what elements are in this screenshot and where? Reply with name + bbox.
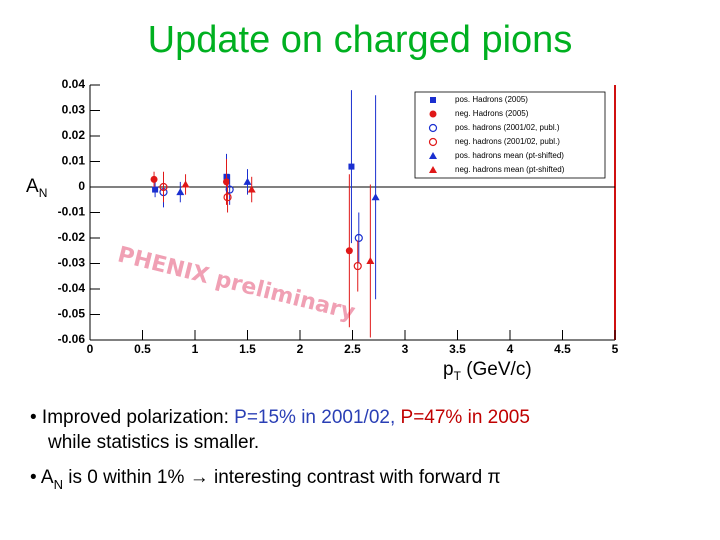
bullet-text: • A bbox=[30, 467, 54, 488]
x-tick-label: 3.5 bbox=[449, 342, 466, 356]
y-tick-label: -0.06 bbox=[58, 332, 86, 346]
point bbox=[225, 185, 234, 194]
y-tick-label: -0.05 bbox=[58, 307, 86, 321]
bullet-text: P=15% in 2001/02, bbox=[234, 407, 400, 428]
legend-symbol bbox=[428, 123, 438, 133]
legend-symbol bbox=[429, 110, 437, 118]
point bbox=[223, 193, 232, 202]
bullet-text: N bbox=[54, 477, 63, 492]
legend-label: neg. hadrons mean (pt-shifted) bbox=[455, 165, 565, 174]
point bbox=[354, 233, 363, 243]
y-label: AN bbox=[26, 176, 47, 200]
x-tick-label: 5 bbox=[612, 342, 619, 356]
x-tick-label: 4 bbox=[507, 342, 514, 356]
x-tick-label: 0 bbox=[87, 342, 94, 356]
y-tick-label: -0.04 bbox=[58, 281, 86, 295]
x-tick-label: 0.5 bbox=[134, 342, 151, 356]
legend-label: pos. hadrons (2001/02, publ.) bbox=[455, 123, 560, 132]
y-tick-label: -0.03 bbox=[58, 256, 86, 270]
y-tick-label: 0.04 bbox=[62, 77, 86, 91]
bullet-text: • Improved polarization: bbox=[30, 407, 234, 428]
y-tick-label: 0 bbox=[78, 179, 85, 193]
x-label-part: T bbox=[454, 369, 462, 383]
legend-label: neg. Hadrons (2005) bbox=[455, 109, 529, 118]
x-tick-label: 2 bbox=[297, 342, 304, 356]
x-label: pT (GeV/c) bbox=[443, 359, 532, 383]
x-tick-label: 4.5 bbox=[554, 342, 571, 356]
bullet-text: P=47% in 2005 bbox=[401, 407, 530, 428]
legend-label: pos. hadrons mean (pt-shifted) bbox=[455, 151, 564, 160]
point bbox=[353, 261, 362, 271]
y-tick-label: 0.02 bbox=[62, 128, 86, 142]
legend-label: neg. hadrons (2001/02, publ.) bbox=[455, 137, 560, 146]
y-label-part: N bbox=[39, 186, 48, 200]
x-tick-label: 2.5 bbox=[344, 342, 361, 356]
y-tick-label: -0.01 bbox=[58, 205, 86, 219]
bullet-text: → bbox=[190, 467, 209, 488]
x-label-part: p bbox=[443, 359, 454, 380]
point bbox=[345, 247, 353, 255]
point bbox=[366, 256, 375, 264]
point bbox=[150, 175, 158, 183]
point bbox=[159, 182, 168, 192]
x-tick-label: 3 bbox=[402, 342, 409, 356]
y-label-part: A bbox=[26, 176, 39, 197]
bullet-text: while statistics is smaller. bbox=[47, 432, 259, 453]
point bbox=[243, 177, 252, 185]
y-tick-label: 0.03 bbox=[62, 103, 86, 117]
y-tick-label: 0.01 bbox=[62, 154, 86, 168]
legend-symbol bbox=[429, 152, 437, 159]
legend-label: pos. Hadrons (2005) bbox=[455, 95, 528, 104]
legend-box bbox=[414, 91, 606, 179]
legend-symbol bbox=[429, 166, 437, 173]
slide-title: Update on charged pions bbox=[148, 19, 573, 61]
y-tick-label: -0.02 bbox=[58, 230, 86, 244]
bullet-text: is 0 within 1% bbox=[63, 467, 190, 488]
point bbox=[176, 188, 185, 196]
point bbox=[223, 178, 230, 186]
legend-symbol bbox=[428, 137, 438, 147]
x-label-part: (GeV/c) bbox=[461, 359, 532, 380]
point bbox=[152, 186, 159, 193]
point bbox=[348, 163, 355, 170]
bullet-line: • AN is 0 within 1% → interesting contra… bbox=[30, 467, 501, 492]
point bbox=[247, 185, 256, 193]
bullet-line: • Improved polarization: P=15% in 2001/0… bbox=[30, 407, 530, 428]
x-tick-label: 1.5 bbox=[239, 342, 256, 356]
legend-symbol bbox=[430, 97, 436, 103]
point bbox=[181, 180, 190, 188]
point bbox=[371, 193, 380, 201]
bullet-text: interesting contrast with forward π bbox=[209, 467, 501, 488]
bullet-line: while statistics is smaller. bbox=[47, 432, 259, 453]
x-tick-label: 1 bbox=[192, 342, 199, 356]
